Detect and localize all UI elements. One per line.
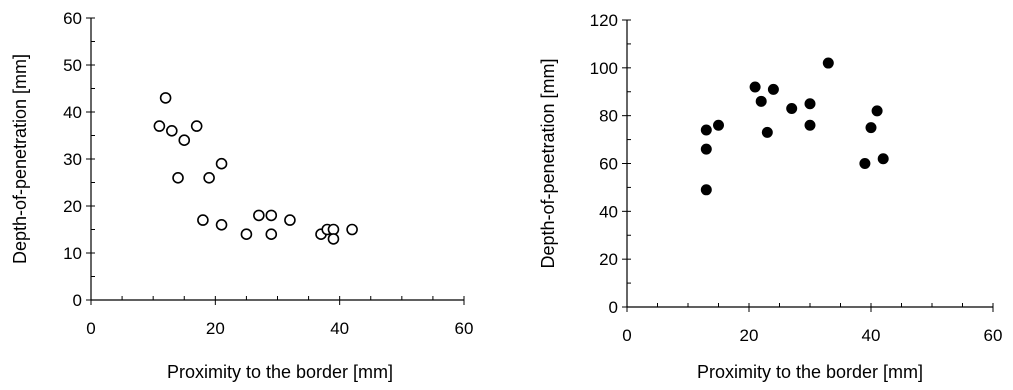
- x-axis-title: Proximity to the border [mm]: [167, 362, 393, 382]
- data-point: [327, 233, 340, 245]
- x-tick-label: 0: [86, 319, 95, 338]
- y-tick-label: 80: [599, 107, 618, 126]
- y-tick-label: 40: [63, 103, 82, 122]
- data-point: [755, 95, 767, 107]
- y-axis-title: Depth-of-penetration [mm]: [10, 54, 30, 264]
- data-point: [767, 83, 779, 95]
- data-point: [713, 119, 724, 131]
- data-point: [178, 134, 191, 146]
- data-point: [190, 120, 203, 132]
- y-axis-title: Depth-of-penetration [mm]: [538, 58, 558, 268]
- data-point: [159, 92, 172, 104]
- data-point: [786, 102, 798, 114]
- y-tick-label: 50: [63, 56, 82, 75]
- x-tick-label: 40: [330, 319, 349, 338]
- data-point: [346, 223, 358, 236]
- data-point: [265, 209, 278, 222]
- data-point: [761, 126, 773, 138]
- y-tick-label: 60: [63, 9, 82, 28]
- data-point: [700, 143, 712, 155]
- data-point: [859, 158, 871, 169]
- data-point: [153, 120, 166, 132]
- data-point: [215, 157, 228, 170]
- data-point: [240, 228, 253, 240]
- chart-panel-2: 0 20 40 60 80 100 120 0 20 40 60 Proximity to the b…: [538, 11, 1002, 382]
- data-point: [203, 172, 215, 184]
- y-tick-label: 40: [599, 202, 618, 221]
- data-point: [253, 209, 265, 222]
- x-tick-label: 0: [622, 326, 631, 345]
- y-tick-label: 0: [73, 291, 82, 310]
- data-point: [877, 153, 889, 165]
- y-tick-label: 100: [590, 59, 618, 78]
- x-tick-label: 60: [455, 319, 474, 338]
- x-tick-label: 40: [862, 326, 881, 345]
- data-point: [822, 57, 834, 69]
- data-point: [215, 219, 228, 231]
- data-point: [700, 124, 712, 136]
- x-tick-label: 20: [740, 326, 759, 345]
- x-tick-label: 60: [984, 326, 1003, 345]
- y-tick-label: 0: [609, 298, 618, 317]
- data-point: [749, 81, 761, 93]
- data-point: [265, 228, 278, 240]
- data-point: [865, 122, 877, 134]
- data-point: [871, 105, 883, 117]
- data-point: [327, 223, 340, 236]
- y-tick-label: 20: [599, 250, 618, 269]
- chart-panel-1: 0 10 20 30 40 50 60 0 20 40 60 Proximity to the bor…: [10, 9, 473, 382]
- x-tick-label: 20: [206, 319, 225, 338]
- y-tick-label: 10: [63, 244, 82, 263]
- data-point: [172, 172, 184, 184]
- y-tick-label: 30: [63, 150, 82, 169]
- y-tick-label: 120: [590, 11, 618, 30]
- x-axis-title: Proximity to the border [mm]: [697, 362, 923, 382]
- data-point: [284, 214, 296, 226]
- data-point: [804, 119, 816, 131]
- data-point: [804, 98, 816, 110]
- data-point: [166, 125, 178, 137]
- data-point: [700, 184, 712, 196]
- y-tick-label: 60: [599, 155, 618, 174]
- data-point: [197, 214, 209, 226]
- y-tick-label: 20: [63, 197, 82, 216]
